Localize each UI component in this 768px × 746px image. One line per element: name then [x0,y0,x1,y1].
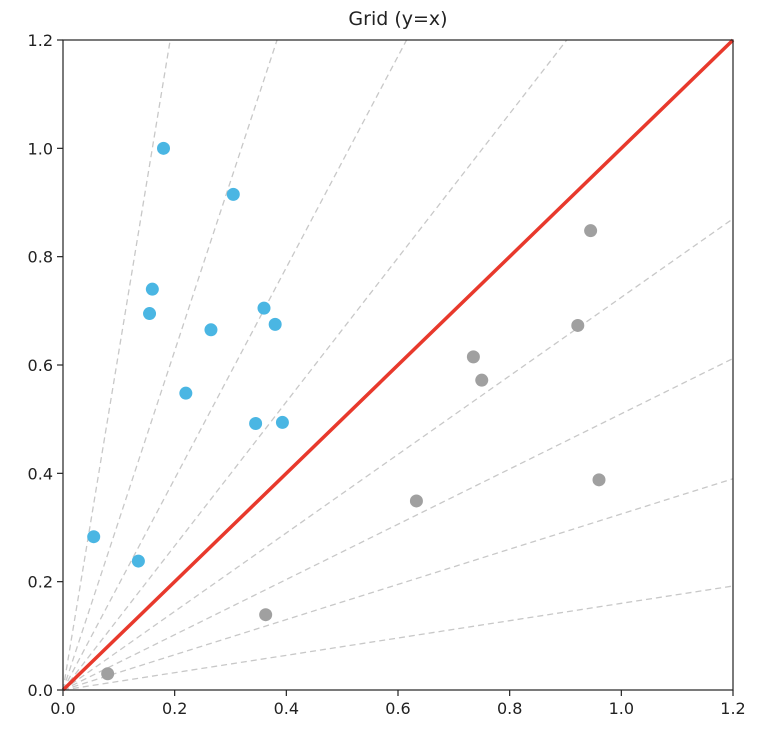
y-tick-label: 0.4 [28,464,53,483]
guide-line [63,40,408,690]
data-point [409,494,423,508]
x-tick-label: 1.2 [720,699,745,718]
data-point [131,554,145,568]
y-tick-label: 1.0 [28,139,53,158]
x-tick-label: 0.4 [274,699,299,718]
data-point [87,530,101,544]
data-point [592,473,606,487]
guide-line [63,478,733,690]
guide-line [63,218,733,690]
data-point [571,318,585,332]
y-axis: 0.0 0.2 0.4 0.6 0.8 1.0 1.2 [28,31,63,700]
y-tick-label: 0.6 [28,356,53,375]
data-point [226,187,240,201]
guide-line [63,40,171,690]
guide-line [63,357,733,690]
data-point [584,224,598,238]
guide-line [63,40,278,690]
x-axis: 0.0 0.2 0.4 0.6 0.8 1.0 1.2 [50,690,746,718]
guide-line [63,40,568,690]
data-points [87,141,606,681]
x-tick-label: 1.0 [609,699,634,718]
identity-line [61,38,735,692]
y-tick-label: 0.2 [28,573,53,592]
guide-lines [63,40,733,690]
data-point [268,317,282,331]
x-tick-label: 0.0 [50,699,75,718]
data-point [204,323,218,337]
data-point [466,350,480,364]
y-tick-label: 0.8 [28,248,53,267]
data-point [101,667,115,681]
data-point [259,608,273,622]
data-point [143,307,157,321]
guide-line [63,585,733,690]
x-tick-label: 0.2 [162,699,187,718]
y-tick-label: 1.2 [28,31,53,50]
data-point [475,373,489,387]
data-point [249,417,263,430]
data-point [179,386,193,400]
data-point [257,301,271,315]
y-tick-label: 0.0 [28,681,53,700]
chart-title: Grid (y=x) [348,8,447,30]
data-point [157,141,170,155]
x-tick-label: 0.6 [385,699,410,718]
data-point [275,415,289,429]
x-tick-label: 0.8 [497,699,522,718]
data-point [145,282,159,296]
